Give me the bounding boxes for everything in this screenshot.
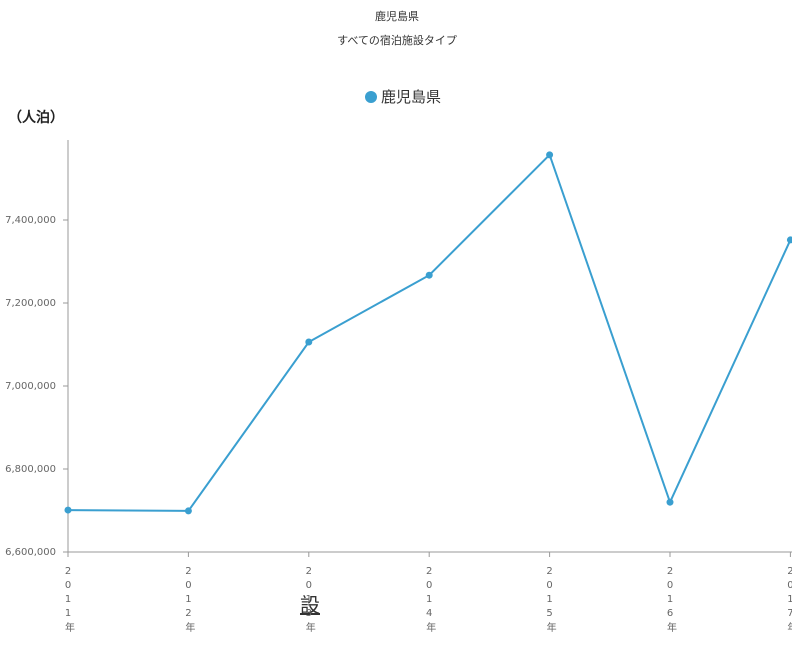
y-tick-label: 7,000,000	[5, 381, 56, 392]
chart-title: 鹿児島県	[375, 9, 419, 23]
point	[666, 498, 674, 506]
chart-subtitle: すべての宿泊施設タイプ	[337, 33, 457, 47]
x-tick-label: 2011年	[63, 566, 75, 635]
y-tick-label: 7,400,000	[5, 215, 56, 226]
point	[305, 338, 313, 346]
point	[546, 151, 554, 159]
x-tick-label: 2015年	[544, 566, 556, 635]
legend-marker	[365, 91, 377, 103]
y-tick-label: 7,200,000	[5, 298, 56, 309]
background-link[interactable]: 設	[300, 593, 320, 617]
y-tick-label: 6,800,000	[5, 464, 56, 475]
x-tick-label: 2012年	[183, 566, 195, 635]
y-axis-label: （人泊）	[8, 109, 64, 126]
x-tick-label: 2013年	[303, 566, 315, 635]
point	[184, 507, 192, 515]
point	[64, 506, 72, 514]
x-tick-label: 2017年	[785, 566, 792, 635]
legend-label: 鹿児島県	[381, 88, 441, 106]
x-tick-label: 2016年	[665, 566, 677, 635]
point	[786, 236, 792, 244]
x-tick-label: 2014年	[424, 566, 436, 635]
y-tick-label: 6,600,000	[5, 547, 56, 558]
line	[67, 153, 792, 512]
point	[425, 271, 433, 279]
